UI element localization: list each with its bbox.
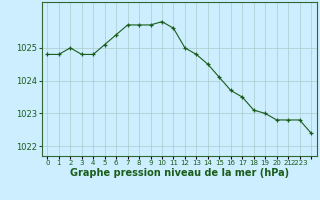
X-axis label: Graphe pression niveau de la mer (hPa): Graphe pression niveau de la mer (hPa) [70, 168, 289, 178]
